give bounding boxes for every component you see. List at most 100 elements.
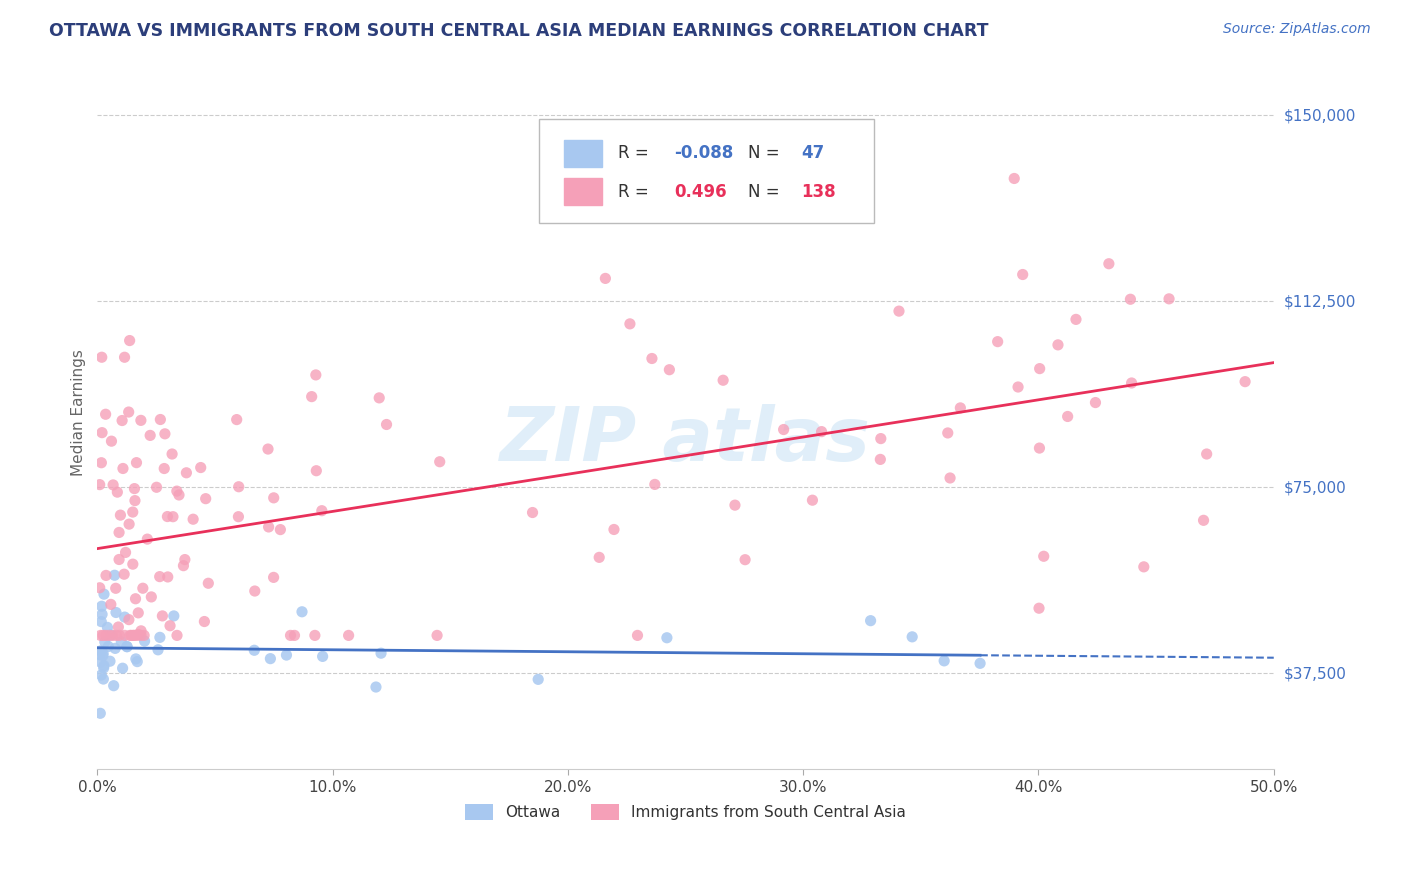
Point: [127, 627, 149, 641]
Point: [987, 334, 1010, 349]
Point: [173, 552, 195, 566]
Text: N =: N =: [748, 183, 785, 202]
Point: [1028, 361, 1050, 376]
Point: [263, 491, 285, 505]
Point: [429, 455, 451, 469]
Point: [94, 635, 117, 649]
Point: [105, 628, 128, 642]
Point: [94, 568, 117, 582]
Point: [305, 464, 328, 478]
Point: [89, 581, 111, 595]
Point: [934, 654, 956, 668]
Point: [527, 673, 550, 687]
Point: [655, 631, 678, 645]
Point: [129, 624, 152, 638]
Point: [115, 640, 138, 654]
Point: [153, 461, 176, 475]
Point: [1056, 409, 1078, 424]
Point: [301, 390, 323, 404]
Point: [104, 582, 127, 596]
Point: [127, 655, 149, 669]
Point: [711, 373, 734, 387]
Point: [936, 425, 959, 440]
Point: [94, 407, 117, 421]
Point: [626, 628, 648, 642]
Point: [644, 477, 666, 491]
Point: [118, 405, 141, 419]
Point: [1007, 380, 1029, 394]
Point: [1234, 375, 1257, 389]
Point: [364, 680, 387, 694]
Point: [90, 628, 112, 642]
Point: [375, 417, 398, 432]
Point: [156, 570, 179, 584]
Point: [163, 609, 186, 624]
Point: [160, 447, 183, 461]
Point: [176, 466, 198, 480]
Point: [257, 520, 280, 534]
Point: [939, 471, 962, 485]
Point: [91, 647, 114, 661]
Point: [810, 425, 832, 439]
Text: R =: R =: [619, 183, 655, 202]
Point: [93, 661, 115, 675]
Point: [311, 504, 333, 518]
Point: [193, 615, 215, 629]
Point: [150, 608, 173, 623]
Point: [1133, 559, 1156, 574]
Bar: [564, 178, 602, 205]
Point: [118, 334, 141, 348]
Point: [118, 613, 141, 627]
Point: [125, 456, 148, 470]
Point: [1084, 395, 1107, 409]
Y-axis label: Median Earnings: Median Earnings: [72, 349, 86, 475]
Point: [603, 523, 626, 537]
Point: [772, 423, 794, 437]
Point: [1157, 292, 1180, 306]
Point: [291, 605, 314, 619]
Point: [124, 493, 146, 508]
Legend: Ottawa, Immigrants from South Central Asia: Ottawa, Immigrants from South Central As…: [460, 797, 911, 826]
Point: [132, 581, 155, 595]
Point: [146, 643, 169, 657]
Point: [156, 509, 179, 524]
Point: [641, 351, 664, 366]
Point: [98, 628, 121, 642]
Point: [139, 428, 162, 442]
Point: [100, 434, 122, 449]
Point: [122, 628, 145, 642]
Point: [108, 628, 131, 642]
Point: [93, 672, 115, 686]
Point: [257, 442, 280, 456]
Point: [101, 478, 124, 492]
Text: OTTAWA VS IMMIGRANTS FROM SOUTH CENTRAL ASIA MEDIAN EARNINGS CORRELATION CHART: OTTAWA VS IMMIGRANTS FROM SOUTH CENTRAL …: [49, 22, 988, 40]
Point: [801, 493, 824, 508]
Point: [90, 615, 112, 629]
Point: [98, 654, 121, 668]
Point: [869, 452, 891, 467]
Point: [1032, 549, 1054, 564]
Point: [141, 590, 163, 604]
Point: [90, 350, 112, 364]
Point: [104, 568, 127, 582]
Point: [90, 668, 112, 682]
Point: [197, 576, 219, 591]
Point: [588, 550, 610, 565]
Point: [110, 508, 132, 522]
Point: [103, 679, 125, 693]
Point: [114, 610, 136, 624]
Point: [125, 652, 148, 666]
Point: [100, 598, 122, 612]
Point: [368, 391, 391, 405]
Point: [129, 628, 152, 642]
Point: [869, 432, 891, 446]
Point: [172, 558, 194, 573]
Point: [1192, 513, 1215, 527]
Point: [100, 628, 122, 642]
Point: [969, 657, 991, 671]
Text: -0.088: -0.088: [673, 144, 733, 162]
Point: [162, 509, 184, 524]
Point: [949, 401, 972, 415]
Point: [311, 649, 333, 664]
Point: [225, 412, 247, 426]
